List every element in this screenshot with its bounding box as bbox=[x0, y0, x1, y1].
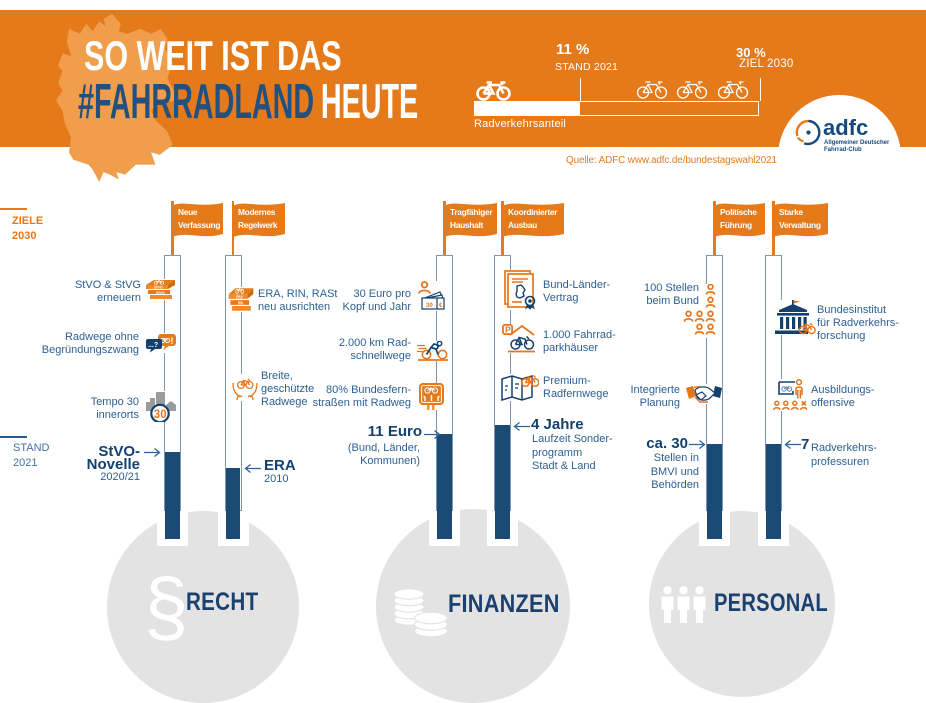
svg-text:...?: ...? bbox=[148, 342, 158, 349]
svg-text:P: P bbox=[505, 325, 511, 335]
svg-text:RIN: RIN bbox=[238, 301, 243, 306]
svg-text:30: 30 bbox=[154, 409, 167, 421]
svg-text:ERA: ERA bbox=[236, 295, 243, 300]
svg-text:!: ! bbox=[171, 336, 174, 346]
svg-text:30: 30 bbox=[426, 303, 433, 309]
svg-text:StVG: StVG bbox=[156, 291, 165, 295]
svg-text:StVO: StVO bbox=[154, 286, 163, 290]
svg-text:€: € bbox=[439, 303, 443, 309]
